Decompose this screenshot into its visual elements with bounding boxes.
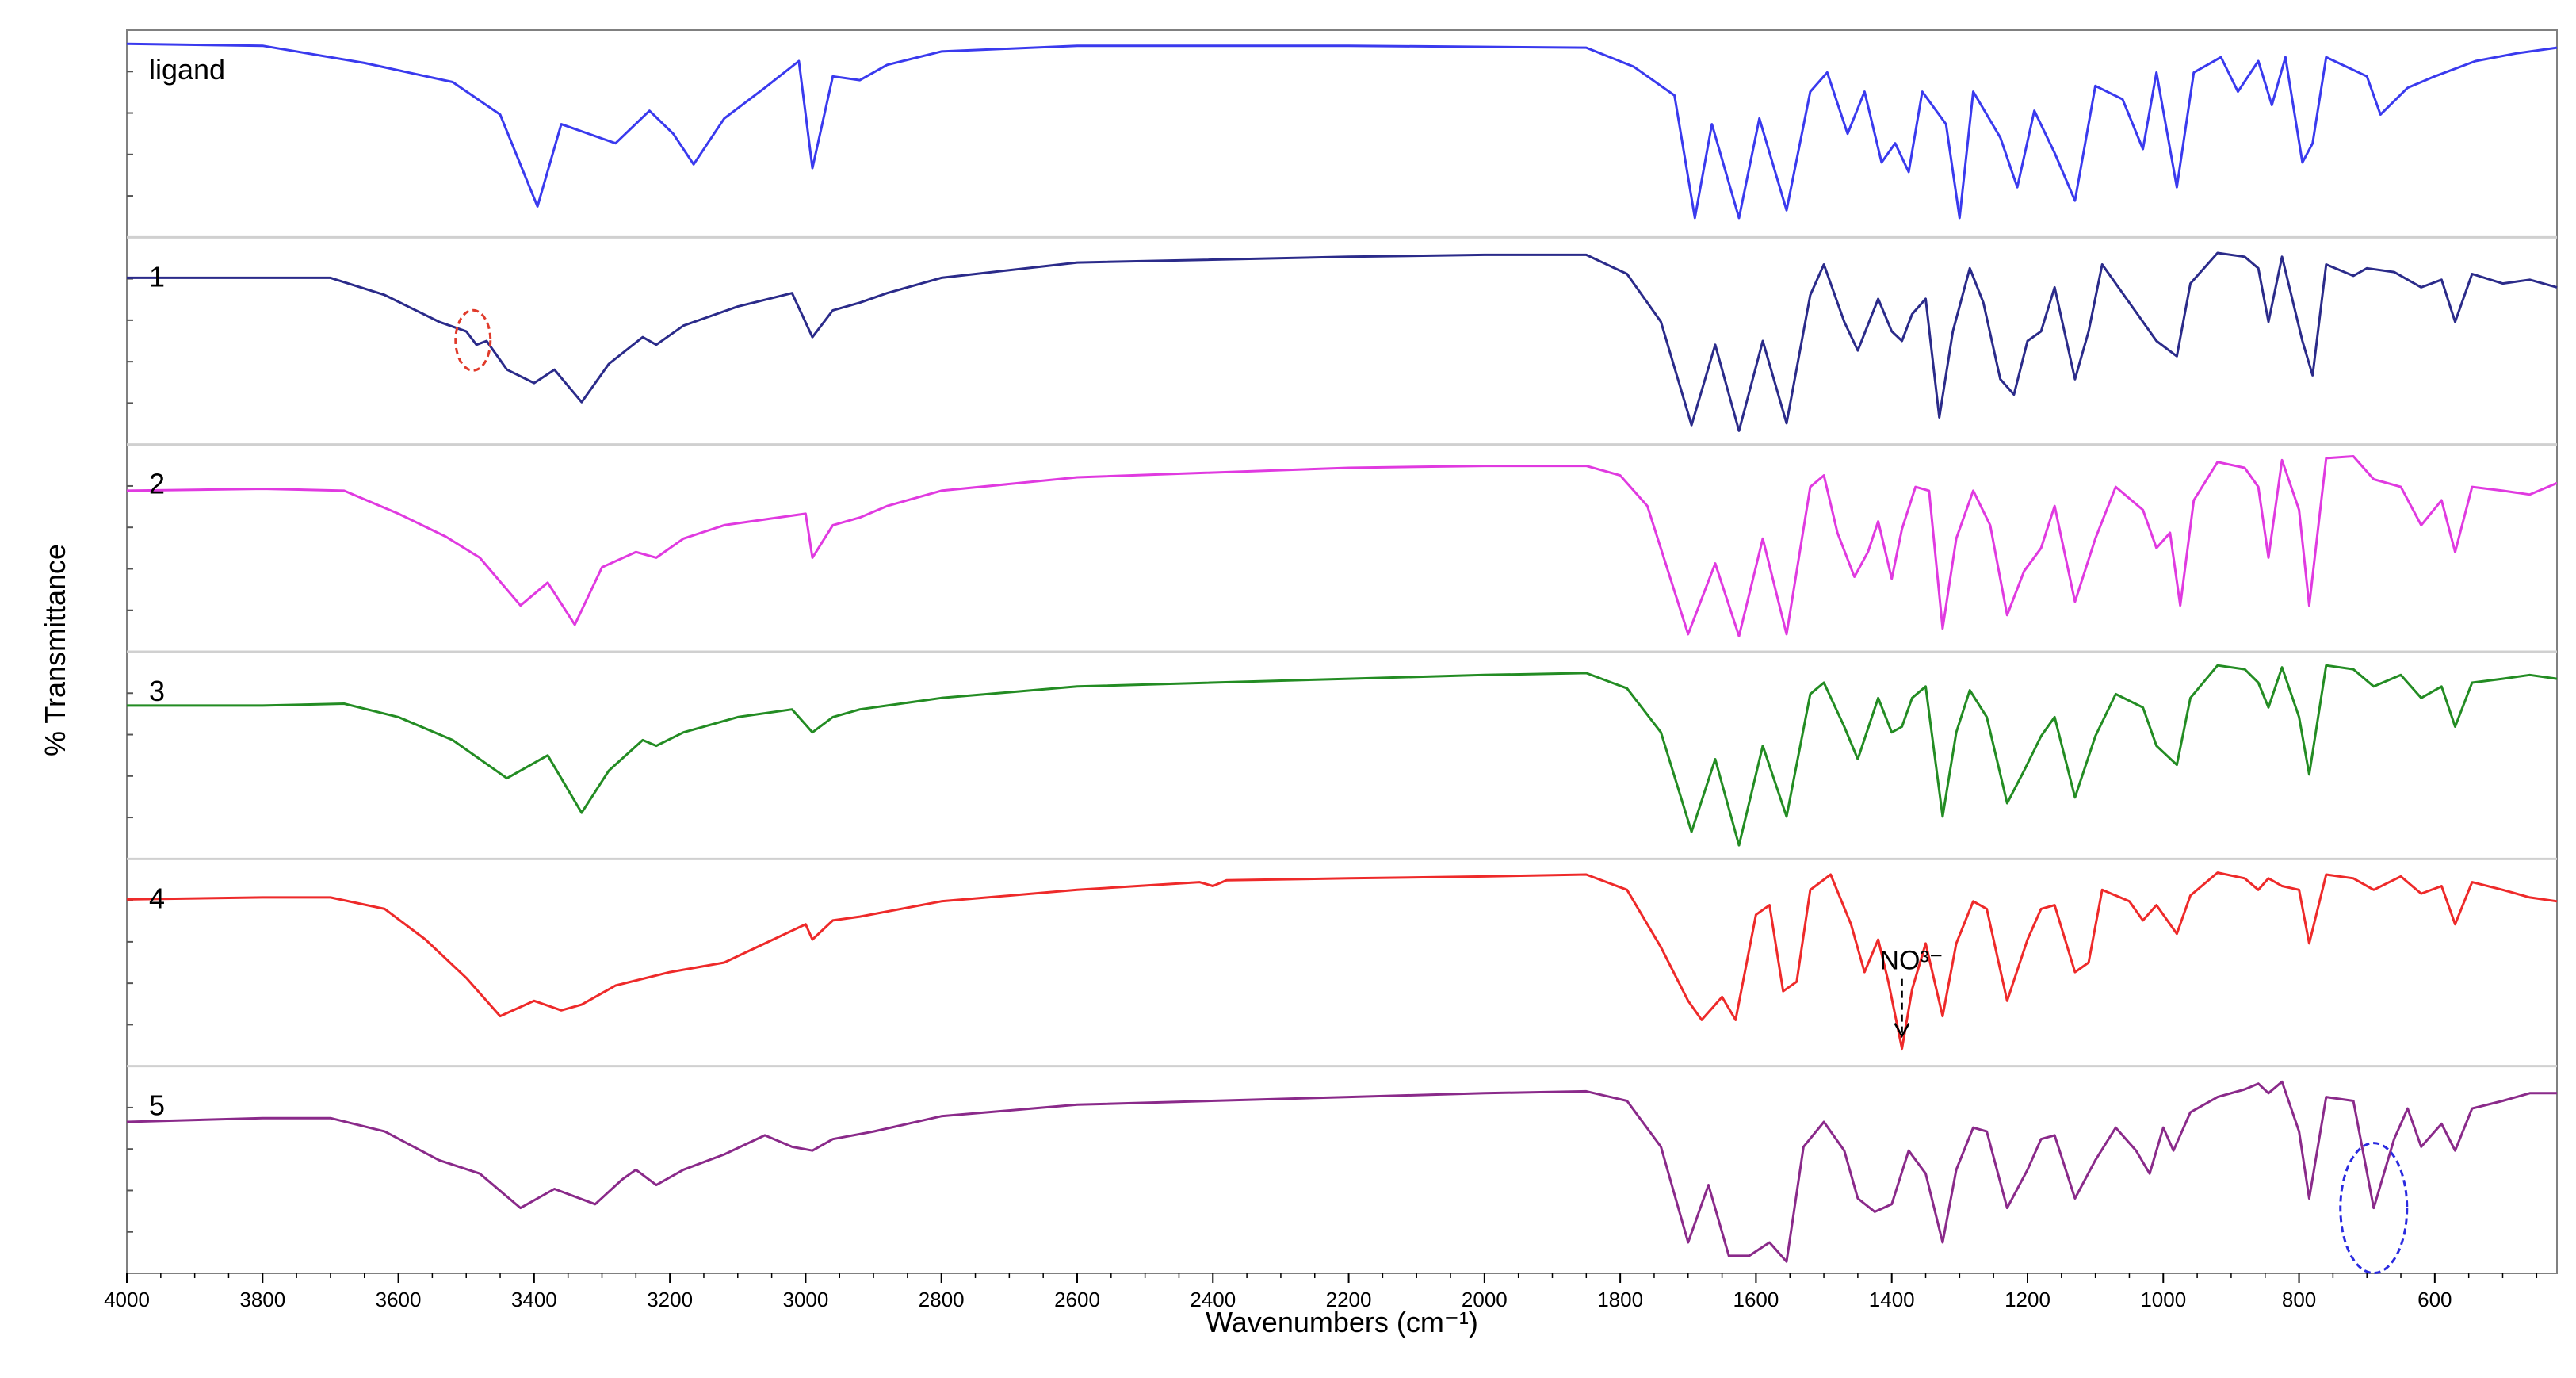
- x-tick-label: 3200: [647, 1288, 693, 1311]
- x-tick-label: 1200: [2005, 1288, 2050, 1311]
- series-line-1: [127, 251, 2558, 432]
- series-label-ligand: ligand: [149, 53, 225, 86]
- x-tick-label: 2600: [1054, 1288, 1100, 1311]
- x-tick-label: 800: [2282, 1288, 2316, 1311]
- x-tick-label: 1400: [1869, 1288, 1915, 1311]
- x-tick-label: 4000: [104, 1288, 150, 1311]
- x-tick-label: 1000: [2140, 1288, 2186, 1311]
- x-tick-label: 2400: [1190, 1288, 1236, 1311]
- x-tick-label: 1600: [1733, 1288, 1779, 1311]
- x-tick-label: 1800: [1597, 1288, 1643, 1311]
- series-line-3: [127, 664, 2558, 847]
- x-tick-label: 3400: [511, 1288, 557, 1311]
- series-line-4: [126, 871, 2558, 1051]
- series-label-1: 1: [149, 260, 165, 293]
- x-tick-label: 2800: [919, 1288, 965, 1311]
- x-tick-label: 3000: [783, 1288, 829, 1311]
- no3-annotation-label: NO³⁻: [1879, 946, 1943, 976]
- series-line-5: [126, 1080, 2557, 1263]
- y-axis-title: % Transmittance: [39, 544, 71, 756]
- annotation-layer: NO³⁻: [454, 308, 2409, 1275]
- x-axis-title: Wavenumbers (cm⁻¹): [1206, 1306, 1478, 1338]
- highlight-ellipse-series-5: [2339, 1142, 2409, 1275]
- x-tick-label: 3800: [239, 1288, 285, 1311]
- series-line-ligand: [126, 42, 2558, 220]
- no3-annotation-arrowhead: [1894, 1022, 1910, 1039]
- x-tick-label: 3600: [376, 1288, 422, 1311]
- series-layer: ligand 1 2 3 4 5: [126, 42, 2558, 1263]
- series-label-3: 3: [149, 675, 165, 707]
- highlight-ellipse-series-1: [454, 308, 492, 372]
- series-label-4: 4: [149, 882, 165, 914]
- x-tick-label: 600: [2417, 1288, 2452, 1311]
- series-label-2: 2: [149, 468, 165, 500]
- x-tick-label: 2000: [1462, 1288, 1508, 1311]
- x-axis: 4000 3800 3600 3400 3200 3000 2800 2600 2400 2200…: [104, 1273, 2538, 1311]
- series-line-2: [126, 455, 2558, 637]
- x-tick-label: 2200: [1326, 1288, 1372, 1311]
- series-label-5: 5: [149, 1089, 165, 1122]
- panel-separators: [127, 235, 2557, 1068]
